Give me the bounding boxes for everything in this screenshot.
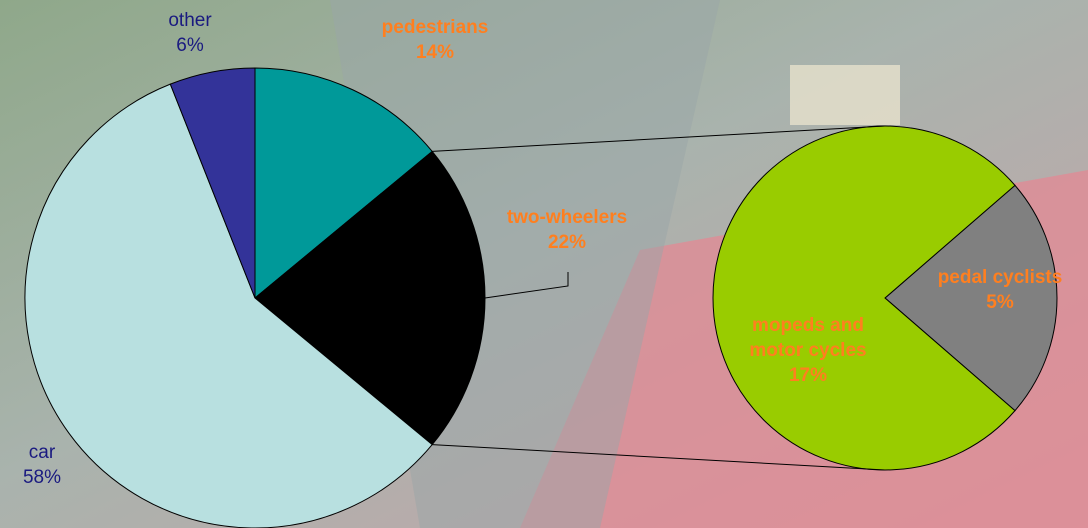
pie-slice [884, 184, 1058, 412]
slice-label: two-wheelers 22% [507, 205, 627, 255]
slice-label-value: 14% [415, 42, 455, 63]
slice-label-name: car [28, 442, 56, 463]
slice-label-name: other [168, 10, 212, 31]
slice-label: other 6% [168, 8, 211, 58]
slice-label: pedal cyclists 5% [938, 265, 1063, 315]
slice-label-value: 6% [176, 35, 204, 56]
marks [24, 67, 1058, 528]
slice-label-name: mopeds and motor cycles [749, 315, 867, 361]
pie-slice [24, 83, 433, 528]
slice-label-name: pedal cyclists [937, 267, 1063, 288]
connector-line [432, 444, 886, 471]
slice-label: mopeds and motor cycles 17% [723, 313, 893, 388]
slice-label-name: two-wheelers [506, 207, 628, 228]
pie-slice [254, 67, 433, 300]
slice-label: pedestrians 14% [382, 15, 489, 65]
slice-label-value: 17% [788, 365, 828, 386]
pie-slice [712, 125, 1016, 471]
leader-line [484, 272, 569, 299]
connector-line [432, 125, 886, 152]
slice-label-value: 22% [547, 232, 587, 253]
background-vehicle [790, 65, 900, 125]
slice-label-value: 58% [22, 467, 62, 488]
slice-label-name: pedestrians [381, 17, 489, 38]
slice-label: car 58% [23, 440, 61, 490]
slice-label-value: 5% [986, 292, 1014, 313]
pie-slice [169, 67, 256, 299]
